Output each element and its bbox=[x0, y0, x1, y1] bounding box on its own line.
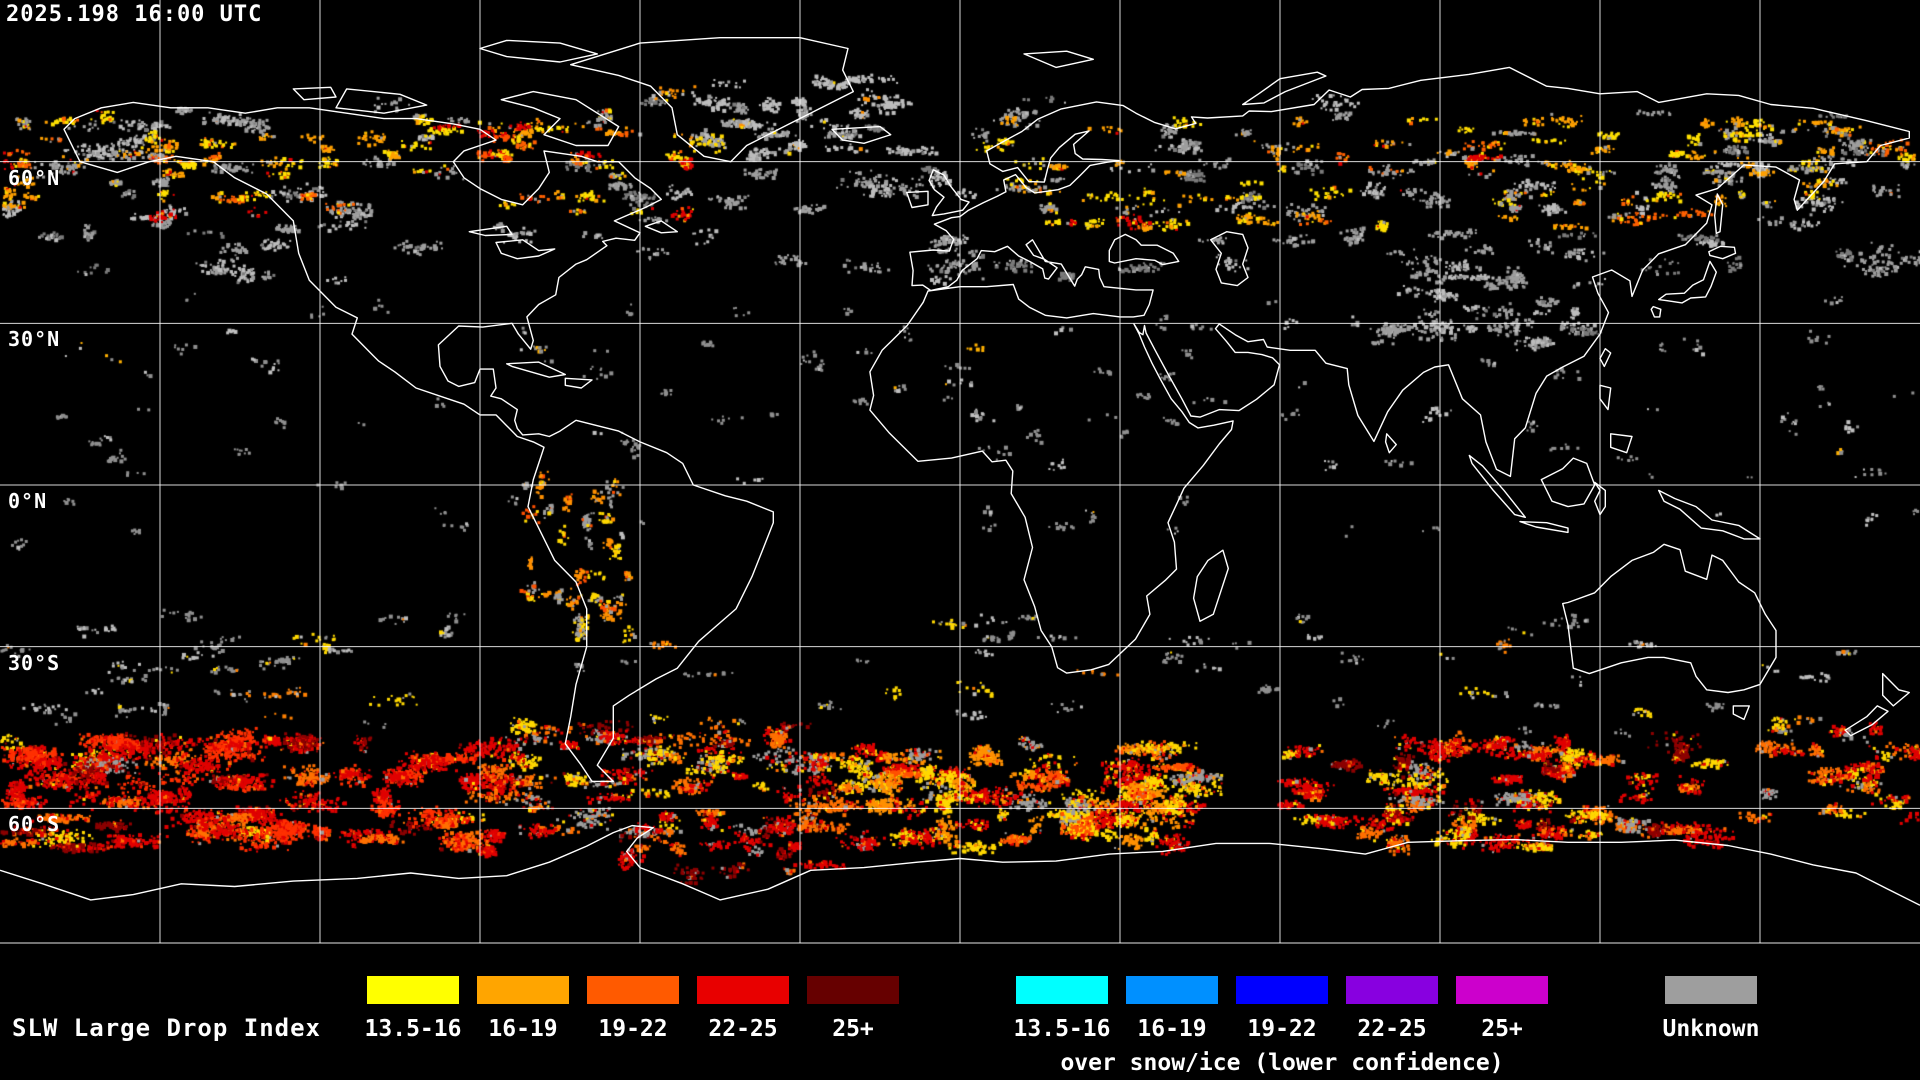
legend-item: 19-22 bbox=[1236, 976, 1328, 1042]
legend-swatch-liquid-16-19 bbox=[477, 976, 569, 1004]
legend-range-label: 13.5-16 bbox=[364, 1016, 462, 1042]
legend-swatch-snow-22-25 bbox=[1346, 976, 1438, 1004]
legend: SLW Large Drop Index 13.5-16 16-19 19-22… bbox=[0, 970, 1920, 1080]
legend-swatch-liquid-22-25 bbox=[697, 976, 789, 1004]
legend-range-label: 13.5-16 bbox=[1013, 1016, 1111, 1042]
legend-swatch-liquid-19-22 bbox=[587, 976, 679, 1004]
legend-swatch-unknown bbox=[1665, 976, 1757, 1004]
legend-swatch-snow-19-22 bbox=[1236, 976, 1328, 1004]
legend-item: 25+ bbox=[807, 976, 899, 1042]
legend-item: 16-19 bbox=[477, 976, 569, 1042]
latitude-label: 30°S bbox=[8, 650, 61, 675]
world-map: 2025.198 16:00 UTC 60°N 30°N 0°N 30°S 60°S bbox=[0, 0, 1920, 970]
legend-swatch-snow-13.5-16 bbox=[1016, 976, 1108, 1004]
legend-unknown-label: Unknown bbox=[1662, 1016, 1760, 1042]
legend-swatch-liquid-25plus bbox=[807, 976, 899, 1004]
legend-swatch-liquid-13.5-16 bbox=[367, 976, 459, 1004]
legend-item: 13.5-16 bbox=[1013, 976, 1111, 1042]
legend-range-label: 19-22 bbox=[1247, 1016, 1317, 1042]
legend-item: 19-22 bbox=[587, 976, 679, 1042]
legend-range-label: 16-19 bbox=[1137, 1016, 1207, 1042]
legend-range-label: 25+ bbox=[832, 1016, 874, 1042]
latitude-label: 60°N bbox=[8, 165, 61, 190]
legend-swatch-snow-16-19 bbox=[1126, 976, 1218, 1004]
legend-group-liquid: 13.5-16 16-19 19-22 22-25 25+ bbox=[364, 976, 899, 1042]
timestamp: 2025.198 16:00 UTC bbox=[6, 2, 263, 27]
legend-group-snow-ice: 13.5-16 16-19 19-22 22-25 25+ bbox=[1013, 976, 1548, 1042]
legend-range-label: 22-25 bbox=[1357, 1016, 1427, 1042]
legend-range-label: 22-25 bbox=[708, 1016, 778, 1042]
legend-group-unknown: Unknown bbox=[1662, 976, 1760, 1042]
basemap-coastlines bbox=[0, 0, 1920, 944]
legend-item: 25+ bbox=[1456, 976, 1548, 1042]
latitude-label: 0°N bbox=[8, 489, 48, 513]
legend-subtitle: over snow/ice (lower confidence) bbox=[1060, 1050, 1504, 1076]
legend-range-label: 19-22 bbox=[598, 1016, 668, 1042]
legend-range-label: 16-19 bbox=[488, 1016, 558, 1042]
legend-item: 13.5-16 bbox=[364, 976, 462, 1042]
latitude-label: 60°S bbox=[8, 812, 61, 837]
legend-item: 22-25 bbox=[697, 976, 789, 1042]
legend-range-label: 25+ bbox=[1481, 1016, 1523, 1042]
legend-item: Unknown bbox=[1662, 976, 1760, 1042]
legend-item: 22-25 bbox=[1346, 976, 1438, 1042]
latitude-label: 30°N bbox=[8, 327, 61, 352]
legend-swatch-snow-25plus bbox=[1456, 976, 1548, 1004]
legend-title: SLW Large Drop Index bbox=[12, 1014, 321, 1042]
legend-item: 16-19 bbox=[1126, 976, 1218, 1042]
